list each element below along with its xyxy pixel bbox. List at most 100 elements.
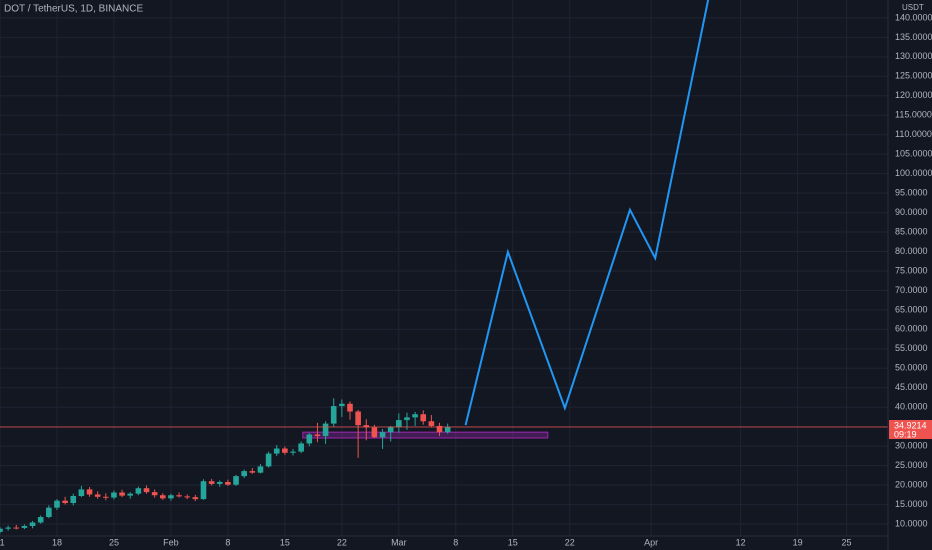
y-tick-label: 90.0000 xyxy=(895,207,928,217)
candle-body xyxy=(265,453,272,467)
candle-body xyxy=(13,527,20,529)
candle-body xyxy=(314,434,321,437)
x-tick-label: 25 xyxy=(109,537,119,547)
candle-body xyxy=(37,517,44,523)
candle-body xyxy=(379,432,386,438)
y-tick-label: 60.0000 xyxy=(895,324,928,334)
countdown-label: 09:19 xyxy=(894,429,917,439)
candle-body xyxy=(46,507,52,518)
candle-body xyxy=(0,528,3,532)
candle-body xyxy=(298,443,304,452)
y-tick-label: 125.0000 xyxy=(895,71,932,81)
candle-body xyxy=(371,427,378,438)
candle-body xyxy=(86,489,93,495)
y-tick-label: 45.0000 xyxy=(895,382,928,392)
candle-body xyxy=(273,448,280,454)
y-tick-label: 40.0000 xyxy=(895,402,928,412)
candle-body xyxy=(111,492,117,498)
candle-body xyxy=(257,466,264,473)
candle-body xyxy=(444,427,451,433)
y-tick-label: 135.0000 xyxy=(895,32,932,42)
axis-unit: USDT xyxy=(902,3,924,12)
candle-body xyxy=(103,496,109,498)
x-tick-label: 12 xyxy=(736,537,746,547)
candle-body xyxy=(208,481,215,484)
candle-body xyxy=(5,527,11,529)
candle-body xyxy=(200,481,207,500)
candle-body xyxy=(216,481,223,484)
y-tick-label: 105.0000 xyxy=(895,149,932,159)
y-tick-label: 55.0000 xyxy=(895,343,928,353)
candle-body xyxy=(306,434,313,444)
x-tick-label: 22 xyxy=(337,537,347,547)
candle-body xyxy=(78,489,85,497)
candle-body xyxy=(387,427,394,433)
y-tick-label: 50.0000 xyxy=(895,363,928,373)
candle-body xyxy=(347,403,353,412)
candle-body xyxy=(143,488,150,493)
y-tick-label: 30.0000 xyxy=(895,441,928,451)
candle-body xyxy=(54,500,60,508)
candle-body xyxy=(420,414,427,422)
x-tick-label: 8 xyxy=(225,537,230,547)
candle-body xyxy=(135,488,142,494)
x-tick-label: 15 xyxy=(508,537,518,547)
candle-body xyxy=(233,476,239,485)
x-tick-label: 11 xyxy=(0,537,5,547)
y-tick-label: 25.0000 xyxy=(895,460,928,470)
candle-body xyxy=(119,492,125,496)
candle-body xyxy=(21,525,28,528)
candle-body xyxy=(330,406,337,424)
x-tick-label: 8 xyxy=(453,537,458,547)
y-tick-label: 120.0000 xyxy=(895,90,932,100)
candle-body xyxy=(436,425,443,433)
y-tick-label: 75.0000 xyxy=(895,265,928,275)
x-tick-label: Feb xyxy=(163,537,179,547)
y-tick-label: 95.0000 xyxy=(895,187,928,197)
y-tick-label: 80.0000 xyxy=(895,246,928,256)
y-tick-label: 10.0000 xyxy=(895,518,928,528)
candle-body xyxy=(62,500,68,504)
candle-body xyxy=(396,420,402,428)
candle-body xyxy=(339,403,345,407)
y-tick-label: 15.0000 xyxy=(895,499,928,509)
candle-body xyxy=(225,481,231,485)
y-tick-label: 65.0000 xyxy=(895,304,928,314)
candle-body xyxy=(412,414,418,418)
chart-title: DOT / TetherUS, 1D, BINANCE xyxy=(4,4,143,15)
y-tick-label: 130.0000 xyxy=(895,51,932,61)
candle-body xyxy=(404,417,410,421)
candle-body xyxy=(168,495,174,499)
candle-body xyxy=(151,492,158,496)
candle-body xyxy=(127,493,134,496)
candle-body xyxy=(428,421,435,426)
candle-body xyxy=(241,471,247,477)
x-tick-label: Mar xyxy=(391,537,407,547)
x-tick-label: 18 xyxy=(52,537,62,547)
candle-body xyxy=(159,495,166,499)
candle-body xyxy=(70,496,77,504)
x-tick-label: 22 xyxy=(565,537,575,547)
last-price-badge xyxy=(889,420,932,440)
candle-body xyxy=(94,494,101,497)
y-tick-label: 140.0000 xyxy=(895,12,932,22)
candle-body xyxy=(355,411,361,426)
candle-body xyxy=(184,496,191,498)
projection-line xyxy=(464,0,710,426)
y-tick-label: 70.0000 xyxy=(895,285,928,295)
y-tick-label: 110.0000 xyxy=(895,129,932,139)
zone xyxy=(302,431,549,439)
candle-body xyxy=(249,471,256,473)
candle-body xyxy=(363,425,370,428)
x-tick-label: 19 xyxy=(793,537,803,547)
y-tick-label: 85.0000 xyxy=(895,226,928,236)
candle-body xyxy=(290,451,296,453)
candle-body xyxy=(192,497,199,500)
last-price-label: 34.9214 xyxy=(894,420,927,430)
x-tick-label: Apr xyxy=(644,537,658,547)
candle-body xyxy=(282,448,288,453)
candle-body xyxy=(29,522,36,526)
y-tick-label: 100.0000 xyxy=(895,168,932,178)
